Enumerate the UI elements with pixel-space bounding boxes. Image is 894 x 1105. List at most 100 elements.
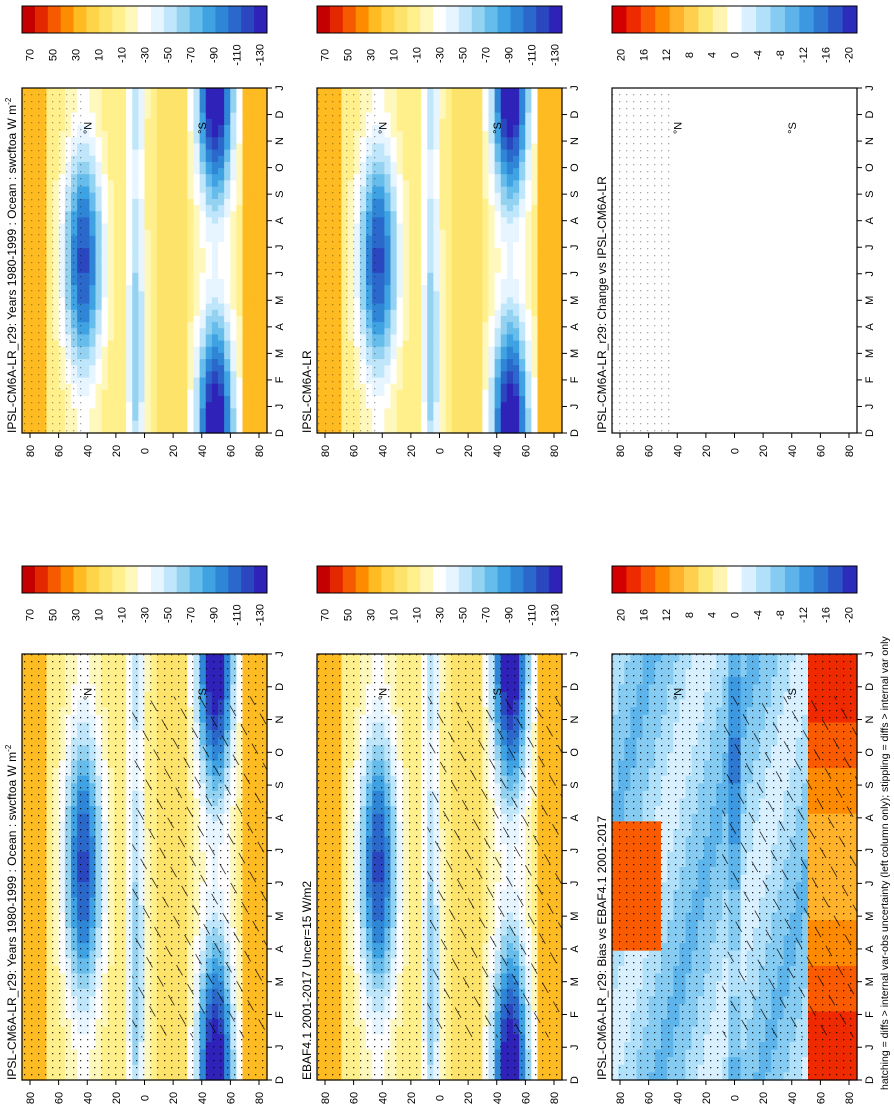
heatmap-cell [248, 352, 256, 360]
heatmap-cell [126, 100, 133, 108]
heatmap-cell [506, 198, 514, 206]
heatmap-cell [224, 168, 231, 175]
heatmap-cell [679, 94, 687, 101]
heatmap-cell [445, 334, 453, 342]
heatmap-cell [83, 334, 90, 342]
heatmap-cell [427, 242, 434, 249]
heatmap-cell [156, 414, 164, 422]
heatmap-cell [513, 168, 520, 175]
heatmap-cell [415, 94, 422, 101]
heatmap-cell [500, 205, 508, 212]
heatmap-cell [451, 272, 459, 280]
heatmap-cell [230, 278, 237, 286]
heatmap-cell [494, 420, 502, 428]
heatmap-cell [513, 291, 520, 299]
heatmap-cell [506, 112, 514, 120]
heatmap-cell [144, 260, 152, 268]
heatmap-cell [555, 242, 563, 249]
heatmap-cell [181, 315, 188, 323]
heatmap-cell [673, 112, 680, 120]
heatmap-cell [254, 242, 262, 249]
colorbar-tick-label: -130 [254, 44, 266, 66]
heatmap-cell [162, 174, 170, 182]
heatmap-cell [175, 383, 182, 391]
heatmap-cell [433, 402, 441, 409]
heatmap-cell [531, 180, 539, 188]
heatmap-cell [224, 254, 231, 262]
heatmap-cell [138, 155, 146, 163]
heatmap-cell [95, 383, 103, 391]
heatmap-cell [101, 100, 109, 108]
heatmap-cell [218, 248, 225, 255]
heatmap-cell [549, 205, 557, 212]
heatmap-cell [260, 211, 268, 218]
heatmap-cell [519, 278, 526, 286]
heatmap-cell [531, 291, 539, 299]
heatmap-cell [415, 359, 422, 366]
heatmap-cell [199, 322, 207, 329]
heatmap-cell [427, 180, 434, 188]
heatmap-cell [476, 291, 483, 299]
heatmap-cell [126, 248, 133, 255]
heatmap-cell [205, 192, 213, 200]
heatmap-cell [89, 198, 97, 206]
heatmap-cell [132, 180, 139, 188]
heatmap-cell [181, 211, 188, 218]
heatmap-cell [470, 217, 477, 225]
heatmap-cell [519, 124, 526, 132]
heatmap-cell [402, 359, 410, 366]
heatmap-cell [83, 88, 90, 95]
heatmap-cell [113, 180, 121, 188]
heatmap-cell [113, 359, 121, 366]
heatmap-cell [728, 118, 736, 126]
heatmap-cell [101, 242, 109, 249]
heatmap-cell [384, 346, 392, 354]
heatmap-cell [144, 383, 152, 391]
heatmap-cell [156, 254, 164, 262]
heatmap-cell [236, 88, 244, 95]
heatmap-cell [156, 192, 164, 200]
heatmap-cell [396, 254, 404, 262]
heatmap-cell [83, 309, 90, 317]
heatmap-cell [113, 149, 121, 157]
heatmap-cell [464, 414, 471, 422]
month-tick-label: J [569, 404, 581, 410]
heatmap-cell [488, 396, 496, 403]
heatmap-cell [476, 315, 483, 323]
heatmap-cell [500, 106, 508, 114]
heatmap-cell [488, 266, 496, 274]
heatmap-cell [482, 198, 490, 206]
heatmap-cell [402, 371, 410, 379]
heatmap-cell [162, 315, 170, 323]
heatmap-cell [169, 131, 176, 138]
heatmap-cell [175, 192, 182, 200]
heatmap-cell [555, 383, 563, 391]
heatmap-cell [427, 278, 434, 286]
heatmap-cell [531, 118, 539, 126]
heatmap-cell [169, 297, 176, 305]
month-tick-label: N [569, 137, 581, 145]
heatmap-cell [470, 198, 477, 206]
heatmap-cell [248, 198, 256, 206]
heatmap-cell [120, 235, 127, 243]
heatmap-cell [482, 242, 490, 249]
heatmap-cell [470, 186, 477, 194]
heatmap-cell [464, 359, 471, 366]
heatmap-cell [519, 315, 526, 323]
heatmap-cell [543, 254, 551, 262]
heatmap-cell [433, 192, 441, 200]
heatmap-cell [378, 88, 385, 95]
heatmap-cell [832, 94, 840, 101]
heatmap-cell [181, 223, 188, 231]
heatmap-cell [83, 186, 90, 194]
heatmap-cell [427, 297, 434, 305]
heatmap-cell [181, 192, 188, 200]
heatmap-cell [384, 211, 392, 218]
heatmap-cell [193, 322, 201, 329]
heatmap-cell [248, 254, 256, 262]
heatmap-cell [199, 168, 207, 175]
heatmap-cell [691, 131, 699, 138]
heatmap-cell [500, 285, 508, 292]
heatmap-cell [506, 155, 514, 163]
heatmap-cell [211, 180, 219, 188]
